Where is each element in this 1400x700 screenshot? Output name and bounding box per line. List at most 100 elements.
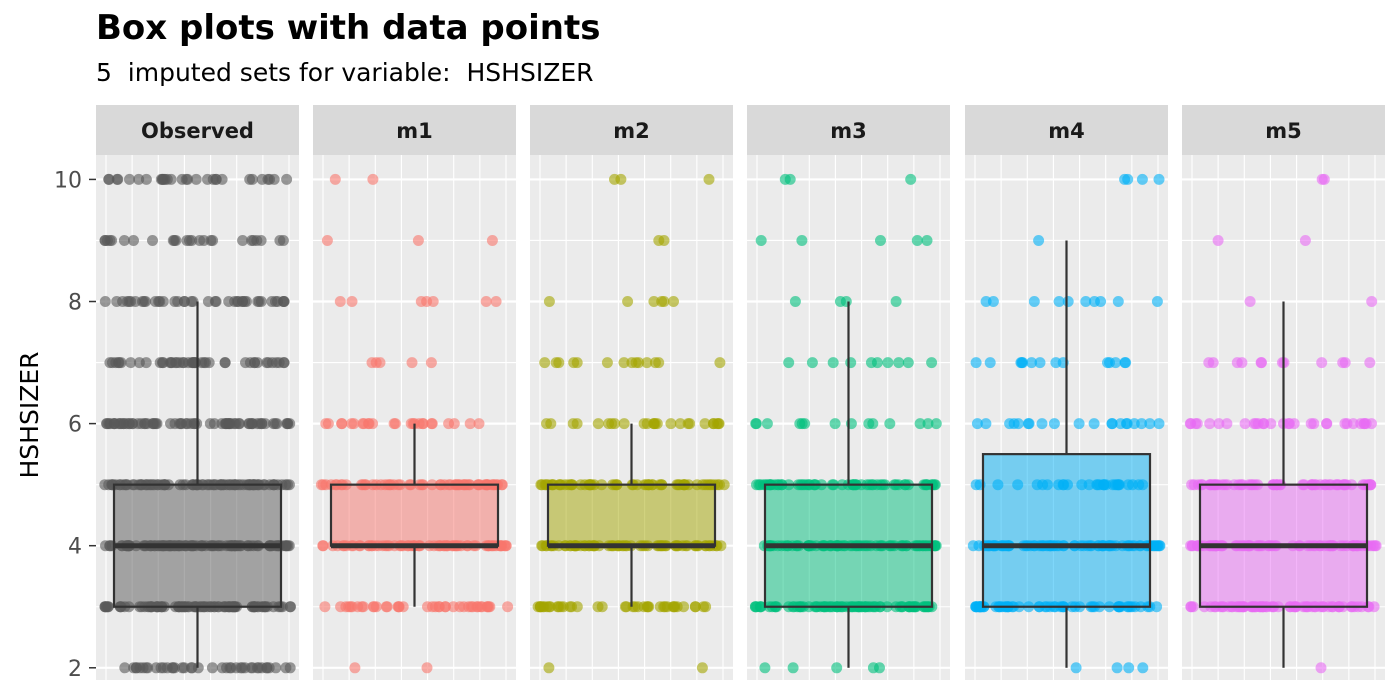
data-point [417,418,429,430]
data-point [421,296,433,307]
data-point [1190,418,1202,430]
data-point [984,357,996,369]
data-point [568,357,580,369]
data-point [1339,418,1351,430]
data-point [157,662,169,674]
data-point [317,540,329,552]
data-point [654,601,666,613]
data-point [750,418,762,430]
data-point [783,357,795,369]
data-point [190,173,202,185]
strip-label: m4 [1048,119,1085,143]
data-point [171,357,183,369]
data-point [270,662,282,674]
data-point [1112,296,1124,307]
strip-background [965,105,1168,155]
data-point [1366,418,1377,430]
data-point [280,662,292,674]
data-point [539,357,551,369]
data-point [893,357,905,369]
data-point [128,662,140,674]
data-point [674,418,686,430]
data-point [321,235,333,246]
data-point [698,601,709,613]
data-point [1004,418,1016,430]
y-tick-label: 4 [68,535,82,560]
data-point [237,235,249,246]
data-point [200,357,212,369]
data-point [641,357,653,369]
data-point [243,418,255,430]
data-point [123,418,135,430]
data-point [219,357,231,369]
data-point [1073,418,1085,430]
data-point [320,418,332,430]
data-point [251,662,263,674]
data-point [649,418,661,430]
data-point [708,418,720,430]
data-point [458,601,470,613]
data-point [175,418,187,430]
data-point [1128,418,1140,430]
data-point [315,479,327,491]
data-point [1033,235,1045,246]
data-point [1153,173,1165,185]
data-point [237,296,248,307]
data-point [658,235,670,246]
data-point [1255,357,1267,369]
data-point [246,173,258,185]
data-point [1244,296,1256,307]
data-point [1347,418,1359,430]
data-point [381,601,393,613]
facet-panels: Observed m1 m2 m3 m4 m5 [96,105,1385,680]
data-point [796,235,808,246]
strip-background [1182,105,1385,155]
data-point [261,357,273,369]
data-point [703,173,715,185]
data-point [806,357,818,369]
data-point [1212,235,1224,246]
data-point [1048,418,1060,430]
data-point [486,235,498,246]
strip-label: m2 [613,119,650,143]
data-point [281,173,293,185]
data-point [1070,662,1082,674]
data-point [367,601,379,613]
data-point [882,357,894,369]
data-point [1119,357,1131,369]
data-point [914,418,926,430]
data-point [536,540,548,552]
data-point [787,662,799,674]
data-point [761,418,773,430]
data-point [99,479,111,491]
data-point [228,418,240,430]
data-point [1028,296,1040,307]
data-point [1207,357,1219,369]
data-point [282,418,294,430]
data-point [389,418,401,430]
data-point [334,296,346,307]
data-point [412,235,424,246]
data-point [926,357,938,369]
y-tick-label: 10 [54,168,82,193]
data-point [278,357,290,369]
data-point [157,357,169,369]
data-point [649,357,661,369]
data-point [464,418,476,430]
data-point [285,601,296,613]
data-point [890,296,902,307]
data-point [789,296,801,307]
data-point [784,173,796,185]
data-point [544,601,556,613]
y-tick-label: 2 [68,657,82,682]
data-point [101,418,113,430]
data-point [1102,357,1113,369]
data-point [148,418,160,430]
facet-panel-m4: m4 [965,105,1168,680]
data-point [425,357,437,369]
data-point [875,235,886,246]
data-point [185,662,197,674]
data-point [281,479,293,491]
data-point [922,418,934,430]
